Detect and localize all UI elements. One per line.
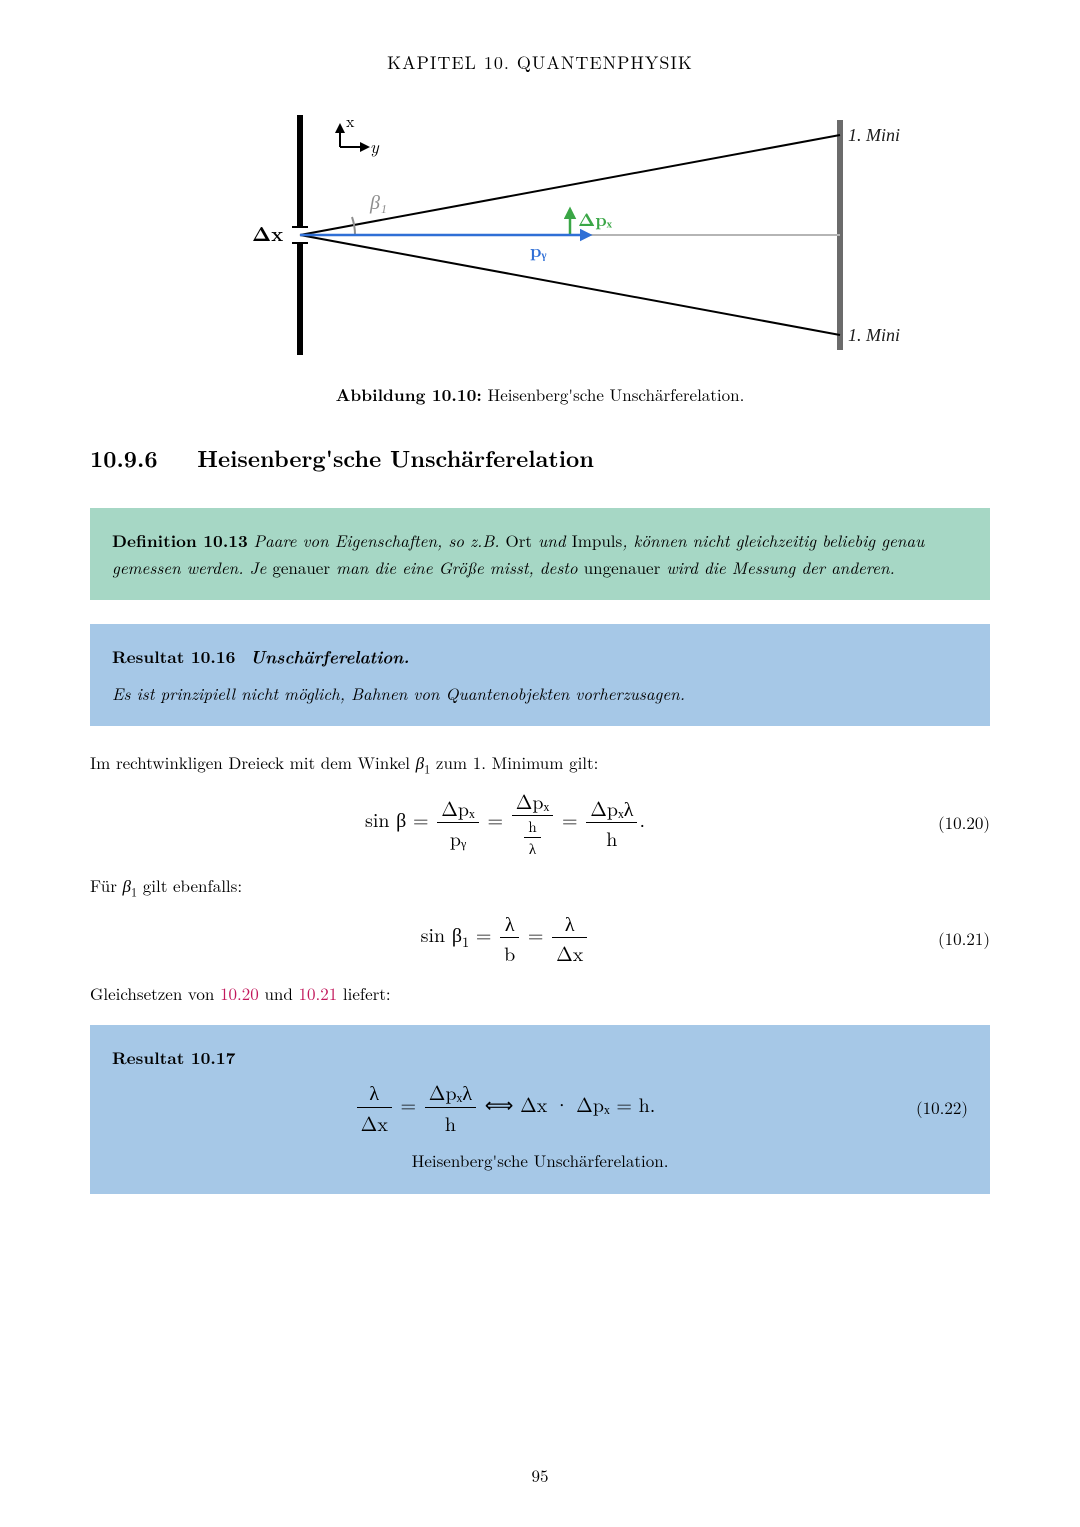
para-beta1: Für β1 gilt ebenfalls:: [90, 873, 990, 901]
diffraction-diagram: Δx xy β₁ Δp⃗ₓ p⃗ᵧ 1. Minimum 1. Minimum: [180, 105, 900, 365]
figure-caption: Abbildung 10.10: Heisenberg'sche Unschär…: [180, 382, 900, 407]
eq-number-10-20: (10.20): [920, 810, 990, 834]
svg-text:Δx: Δx: [252, 218, 283, 247]
svg-text:y: y: [370, 134, 380, 159]
definition-box: Definition 10.13 Paare von Eigenschaften…: [90, 508, 990, 600]
eq-number-10-22: (10.22): [898, 1095, 968, 1121]
resultat-16-label: Resultat 10.16: [112, 645, 235, 669]
svg-text:1. Minimum: 1. Minimum: [848, 325, 900, 345]
resultat-17-caption: Heisenberg'sche Unschärferelation.: [112, 1148, 968, 1174]
equation-10-21: sin β1 = λb = λΔx (10.21): [90, 908, 990, 967]
resultat-16-body: Es ist prinzipiell nicht möglich, Bahnen…: [112, 681, 968, 707]
equation-10-22: λΔx = Δpₓλh ⟺ Δx · Δpₓ = h. (10.22): [112, 1077, 968, 1138]
chapter-header: KAPITEL 10. QUANTENPHYSIK: [90, 50, 990, 75]
resultat-16-box: Resultat 10.16 Unschärferelation. Es ist…: [90, 624, 990, 726]
ref-10-20[interactable]: 10.20: [220, 981, 259, 1005]
resultat-16-title: Unschärferelation.: [250, 645, 409, 669]
svg-text:β₁: β₁: [369, 186, 387, 215]
para-triangle: Im rechtwinkligen Dreieck mit dem Winkel…: [90, 750, 990, 778]
svg-text:1. Minimum: 1. Minimum: [848, 125, 900, 145]
eq-number-10-21: (10.21): [920, 926, 990, 950]
svg-text:Δp⃗ₓ: Δp⃗ₓ: [578, 207, 613, 232]
definition-label: Definition 10.13: [112, 529, 248, 553]
ref-10-21[interactable]: 10.21: [298, 981, 337, 1005]
equation-10-20: sin β = Δpₓpᵧ = Δpₓ hλ = Δpₓλh. (10.20): [90, 786, 990, 859]
svg-text:p⃗ᵧ: p⃗ᵧ: [530, 238, 547, 263]
para-gleichsetzen: Gleichsetzen von 10.20 und 10.21 liefert…: [90, 981, 990, 1007]
caption-text: Heisenberg'sche Unschärferelation.: [482, 382, 745, 406]
caption-label: Abbildung 10.10:: [336, 383, 482, 407]
figure-10-10: Δx xy β₁ Δp⃗ₓ p⃗ᵧ 1. Minimum 1. Minimum Abbild…: [180, 105, 900, 407]
page-number: 95: [0, 1463, 1080, 1487]
resultat-17-label: Resultat 10.17: [112, 1046, 235, 1070]
section-title: Heisenberg'sche Unschärferelation: [197, 441, 594, 474]
svg-text:x: x: [346, 109, 355, 132]
resultat-17-box: Resultat 10.17 λΔx = Δpₓλh ⟺ Δx · Δpₓ = …: [90, 1025, 990, 1194]
section-number: 10.9.6: [90, 441, 158, 474]
section-heading: 10.9.6 Heisenberg'sche Unschärferelation: [90, 441, 990, 474]
